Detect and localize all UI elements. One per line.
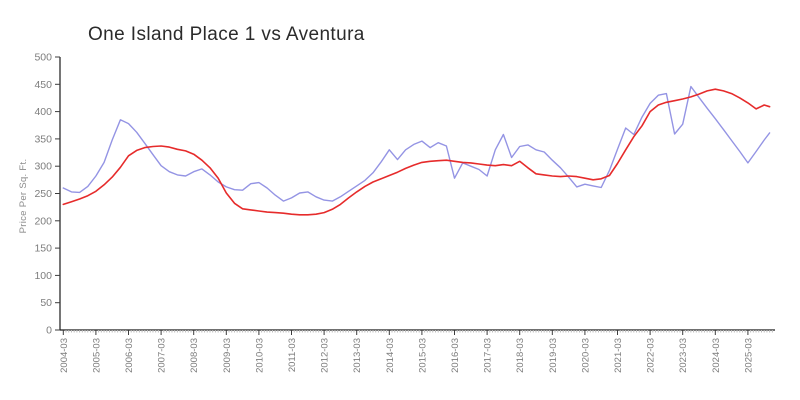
y-tick-label: 50	[40, 297, 52, 309]
x-tick-label: 2004-03	[59, 338, 70, 373]
y-tick-label: 100	[34, 270, 52, 282]
x-tick-label: 2006-03	[124, 338, 135, 373]
x-tick-label: 2016-03	[450, 338, 461, 373]
x-tick-label: 2009-03	[222, 338, 233, 373]
y-axis-ticks: 0 50 100 150 200 250 300 350 400 450 500	[34, 52, 60, 337]
x-tick-label: 2025-03	[743, 338, 754, 373]
x-tick-label: 2007-03	[157, 338, 168, 373]
x-tick-label: 2014-03	[385, 338, 396, 373]
x-tick-label: 2005-03	[91, 338, 102, 373]
x-tick-label: 2020-03	[580, 338, 591, 373]
x-tick-label: 2012-03	[320, 338, 331, 373]
y-tick-label: 200	[34, 215, 52, 227]
y-tick-label: 0	[46, 325, 52, 337]
y-tick-label: 350	[34, 133, 52, 145]
chart-title: One Island Place 1 vs Aventura	[88, 24, 365, 45]
x-tick-label: 2008-03	[189, 338, 200, 373]
x-tick-label: 2024-03	[711, 338, 722, 373]
x-tick-label: 2023-03	[678, 338, 689, 373]
x-tick-label: 2019-03	[548, 338, 559, 373]
series-lines	[62, 85, 771, 216]
series-line-0	[62, 85, 771, 202]
y-tick-label: 250	[34, 188, 52, 200]
y-tick-label: 150	[34, 243, 52, 255]
y-tick-label: 300	[34, 161, 52, 173]
y-axis-label: Price Per Sq. Ft.	[18, 159, 29, 234]
series-line-1	[62, 88, 771, 216]
x-tick-label: 2011-03	[287, 338, 298, 372]
x-tick-label: 2013-03	[352, 338, 363, 373]
x-axis-ticks: 2004-03 2005-03 2006-03 2007-03 2008-03 2009-…	[59, 330, 773, 373]
x-tick-label: 2021-03	[613, 338, 624, 373]
x-tick-label: 2017-03	[483, 338, 494, 373]
y-tick-label: 400	[34, 106, 52, 118]
y-tick-label: 450	[34, 79, 52, 91]
y-tick-label: 500	[34, 52, 52, 64]
x-tick-label: 2022-03	[646, 338, 657, 373]
x-tick-label: 2015-03	[417, 338, 428, 373]
x-tick-label: 2018-03	[515, 338, 526, 373]
x-tick-label: 2010-03	[254, 338, 265, 373]
